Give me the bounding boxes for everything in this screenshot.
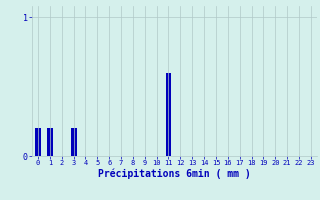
Bar (165, 73, 172, 156)
Bar (71, 128, 76, 156)
Bar (47, 128, 53, 156)
Bar (35, 128, 41, 156)
X-axis label: Précipitations 6min ( mm ): Précipitations 6min ( mm ) (98, 169, 251, 179)
